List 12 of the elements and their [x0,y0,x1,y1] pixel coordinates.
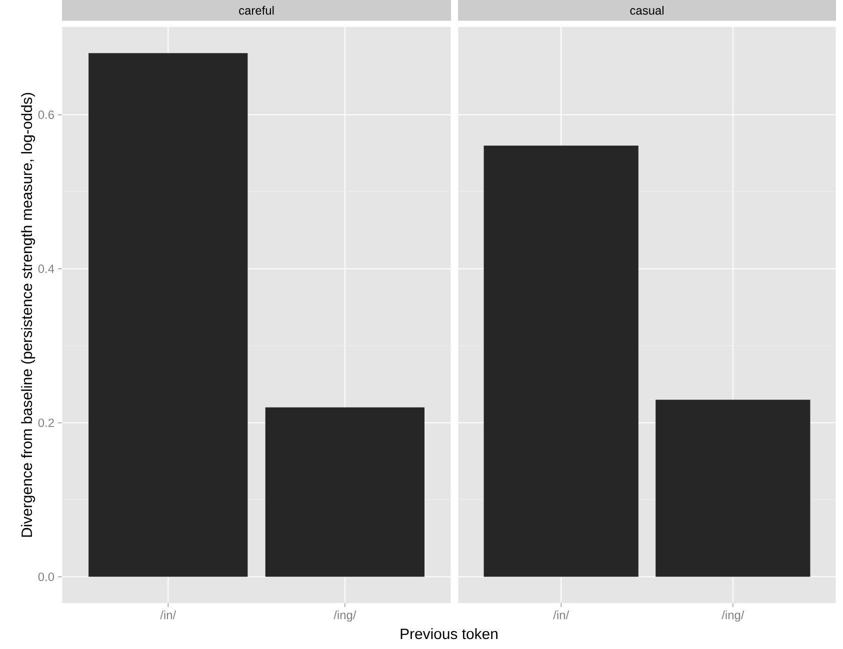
chart-title: casual [630,6,664,15]
x-tick-label: /ing/ [722,610,744,622]
y-tick-label: 0.4 [38,264,54,274]
y-axis-title: Divergence from baseline (persistence strength measure, log-odds) [21,92,36,537]
chart-title: careful [239,6,274,15]
x-tick-label: /ing/ [334,610,356,622]
x-tick-label: /in/ [160,610,176,620]
y-tick-label: 0.2 [38,418,54,428]
x-tick-label: /in/ [553,610,570,620]
y-tick-label: 0.0 [38,572,54,582]
x-axis-title: Previous token [400,628,498,640]
y-tick-label: 0.6 [38,110,54,119]
